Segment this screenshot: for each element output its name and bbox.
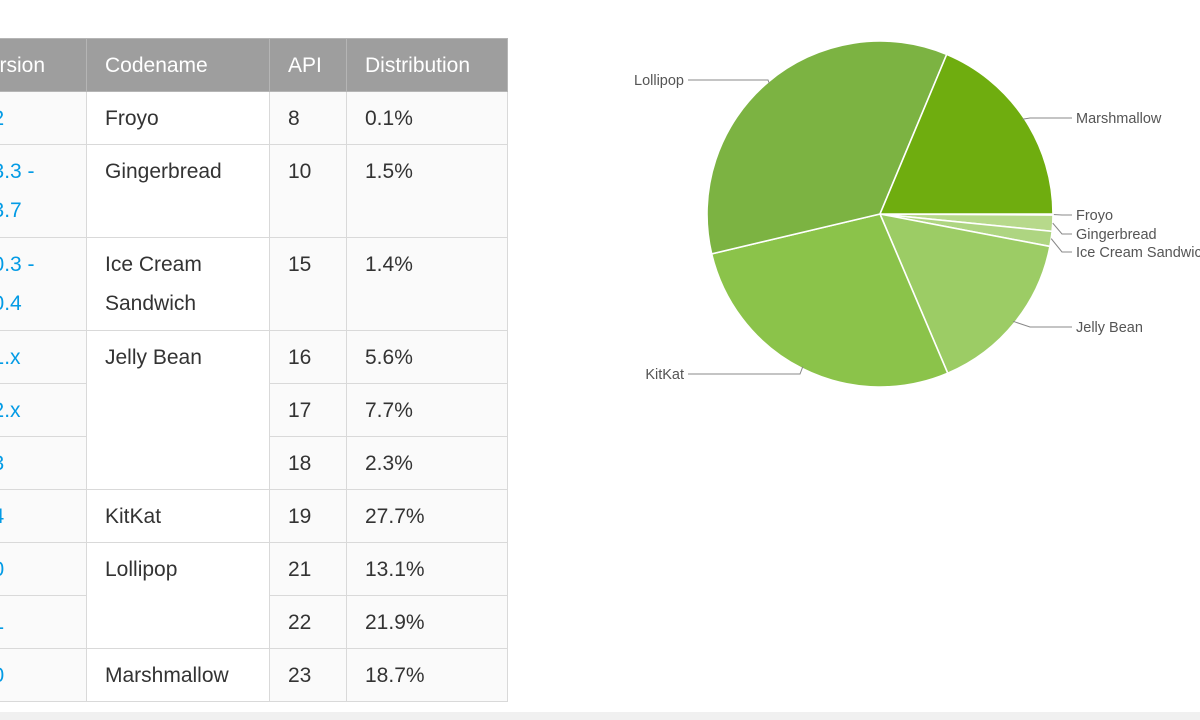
slice-label: Froyo — [1076, 208, 1113, 224]
pie-slice-lollipop — [706, 40, 948, 255]
slice-label: KitKat — [645, 367, 684, 383]
version-link[interactable]: 4.4 — [0, 489, 87, 543]
pie-slice-marshmallow — [878, 53, 1054, 215]
codename-cell: Lollipop — [86, 542, 270, 649]
version-link[interactable]: 2.2 — [0, 91, 87, 145]
version-link[interactable]: 2.3.3 - 2.3.7 — [0, 144, 87, 238]
api-cell: 21 — [269, 542, 347, 596]
codename-text: Ice Cream Sandwich — [105, 253, 202, 315]
pie-slice-jelly-bean — [878, 212, 1051, 375]
codename-cell: Marshmallow — [86, 648, 270, 702]
leader-line — [1052, 222, 1072, 235]
table-row: 6.0 Marshmallow 23 18.7% — [0, 648, 508, 702]
slice-label: Marshmallow — [1076, 111, 1162, 127]
api-cell: 16 — [269, 330, 347, 384]
table-row: 5.0 Lollipop 21 13.1% — [0, 542, 508, 649]
codename-cell: Ice Cream Sandwich — [86, 237, 270, 331]
distribution-cell: 2.3% — [346, 436, 508, 490]
header-version: Version — [0, 38, 87, 92]
api-cell: 15 — [269, 237, 347, 331]
distribution-cell: 21.9% — [346, 595, 508, 649]
leader-line — [688, 366, 804, 375]
slice-label: Lollipop — [634, 73, 684, 89]
codename-cell: Gingerbread — [86, 144, 270, 238]
table-row: 4.4 KitKat 19 27.7% — [0, 489, 508, 543]
table-row: 5.1 22 21.9% — [0, 595, 508, 649]
slice-label: Gingerbread — [1076, 227, 1157, 243]
codename-cell: Jelly Bean — [86, 330, 270, 490]
slice-label: Jelly Bean — [1076, 320, 1143, 336]
table-row: 4.2.x 17 7.7% — [0, 383, 508, 437]
table-row: 2.2 Froyo 8 0.1% — [0, 91, 508, 145]
header-api: API — [269, 38, 347, 92]
leader-line — [1012, 320, 1072, 328]
distribution-cell: 7.7% — [346, 383, 508, 437]
api-cell: 8 — [269, 91, 347, 145]
api-cell: 10 — [269, 144, 347, 238]
leader-line — [1050, 238, 1072, 253]
api-cell: 23 — [269, 648, 347, 702]
api-cell: 22 — [269, 595, 347, 649]
leader-line — [1022, 117, 1072, 120]
version-link[interactable]: 6.0 — [0, 648, 87, 702]
distribution-cell: 13.1% — [346, 542, 508, 596]
leader-line — [688, 79, 770, 84]
bottom-divider — [0, 712, 1200, 720]
version-link[interactable]: 4.1.x — [0, 330, 87, 384]
api-cell: 19 — [269, 489, 347, 543]
distribution-table: Version Codename API Distribution 2.2 Fr… — [0, 38, 508, 702]
table-row: 4.0.3 - 4.0.4 Ice Cream Sandwich 15 1.4% — [0, 237, 508, 331]
distribution-cell: 0.1% — [346, 91, 508, 145]
version-link[interactable]: 4.0.3 - 4.0.4 — [0, 237, 87, 331]
version-text[interactable]: 2.3.3 - 2.3.7 — [0, 160, 35, 222]
distribution-cell: 27.7% — [346, 489, 508, 543]
version-text[interactable]: 4.0.3 - 4.0.4 — [0, 253, 35, 315]
version-link[interactable]: 4.2.x — [0, 383, 87, 437]
table-row: 2.3.3 - 2.3.7 Gingerbread 10 1.5% — [0, 144, 508, 238]
slice-label: Ice Cream Sandwich — [1076, 245, 1200, 261]
distribution-cell: 1.5% — [346, 144, 508, 238]
api-cell: 17 — [269, 383, 347, 437]
version-link[interactable]: 5.1 — [0, 595, 87, 649]
distribution-cell: 18.7% — [346, 648, 508, 702]
